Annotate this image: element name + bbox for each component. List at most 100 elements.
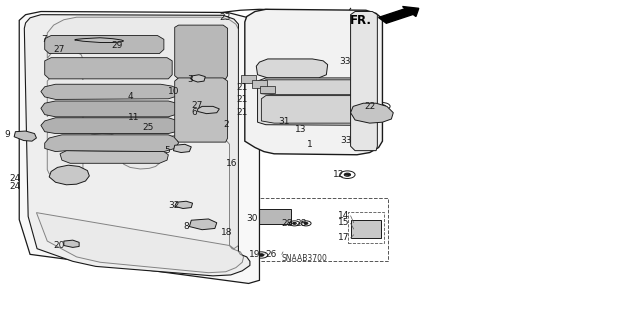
- Polygon shape: [175, 78, 228, 142]
- Polygon shape: [45, 135, 179, 152]
- Polygon shape: [36, 17, 244, 273]
- Text: 32: 32: [168, 201, 180, 210]
- Text: 23: 23: [220, 13, 230, 22]
- Bar: [67, 192, 112, 200]
- Polygon shape: [198, 106, 220, 114]
- Bar: [230, 198, 388, 261]
- Polygon shape: [256, 59, 328, 78]
- Text: 21: 21: [236, 108, 247, 116]
- Circle shape: [304, 222, 308, 224]
- Bar: [67, 178, 120, 189]
- Text: SNAAB3700: SNAAB3700: [282, 254, 328, 263]
- Circle shape: [259, 254, 264, 256]
- Polygon shape: [241, 75, 256, 83]
- Text: 27: 27: [191, 100, 203, 110]
- Polygon shape: [245, 9, 383, 155]
- Text: 27: 27: [54, 45, 65, 54]
- Circle shape: [81, 48, 86, 51]
- Polygon shape: [252, 80, 267, 88]
- Polygon shape: [260, 86, 275, 93]
- Text: 30: 30: [246, 214, 258, 223]
- Text: 5: 5: [164, 146, 170, 155]
- Circle shape: [23, 186, 28, 189]
- Text: 13: 13: [294, 125, 306, 134]
- Text: 4: 4: [127, 93, 133, 101]
- Text: 1: 1: [307, 140, 313, 149]
- Circle shape: [264, 90, 271, 93]
- Bar: [153, 191, 195, 200]
- Circle shape: [120, 54, 127, 58]
- Bar: [70, 208, 120, 217]
- Text: 28: 28: [296, 219, 307, 228]
- Text: 8: 8: [183, 222, 189, 231]
- Polygon shape: [19, 11, 259, 284]
- Polygon shape: [24, 15, 250, 276]
- Polygon shape: [64, 240, 79, 248]
- Polygon shape: [49, 165, 90, 185]
- Text: 18: 18: [221, 228, 233, 237]
- Text: 24: 24: [9, 174, 20, 183]
- Polygon shape: [351, 11, 378, 151]
- Polygon shape: [189, 219, 217, 230]
- Circle shape: [23, 178, 28, 180]
- Circle shape: [245, 79, 252, 83]
- Polygon shape: [41, 84, 179, 100]
- Text: 6: 6: [191, 108, 197, 117]
- Text: 17: 17: [338, 234, 349, 242]
- Polygon shape: [261, 96, 371, 123]
- Text: 19: 19: [248, 250, 260, 259]
- Text: 16: 16: [226, 159, 237, 168]
- Text: 26: 26: [266, 250, 277, 259]
- Circle shape: [344, 173, 351, 176]
- Text: 33: 33: [339, 57, 351, 66]
- Polygon shape: [257, 78, 374, 125]
- Polygon shape: [41, 118, 181, 134]
- Text: 10: 10: [168, 87, 180, 96]
- FancyArrow shape: [378, 6, 419, 23]
- Text: 28: 28: [282, 219, 293, 228]
- Text: 20: 20: [54, 241, 65, 250]
- Text: 21: 21: [236, 83, 247, 92]
- Polygon shape: [75, 38, 124, 42]
- Text: 7: 7: [41, 35, 47, 44]
- Polygon shape: [261, 80, 371, 95]
- Bar: [129, 204, 185, 213]
- Polygon shape: [14, 131, 36, 141]
- Bar: [237, 152, 255, 163]
- Polygon shape: [175, 201, 193, 209]
- Text: 24: 24: [9, 182, 20, 191]
- Polygon shape: [173, 144, 191, 152]
- Polygon shape: [45, 58, 172, 79]
- Text: 22: 22: [365, 102, 376, 111]
- Circle shape: [292, 222, 296, 224]
- Text: 33: 33: [340, 136, 352, 145]
- Bar: [256, 209, 291, 224]
- Bar: [348, 212, 384, 243]
- Text: 2: 2: [223, 120, 228, 129]
- Polygon shape: [41, 101, 181, 117]
- Circle shape: [347, 140, 351, 142]
- Polygon shape: [191, 75, 205, 82]
- Circle shape: [235, 116, 240, 119]
- Polygon shape: [45, 35, 164, 54]
- Text: 9: 9: [4, 130, 10, 139]
- Circle shape: [347, 61, 351, 63]
- Bar: [351, 219, 381, 238]
- Bar: [104, 184, 144, 192]
- Text: 11: 11: [127, 113, 139, 122]
- Circle shape: [147, 126, 152, 129]
- Polygon shape: [175, 25, 228, 79]
- Text: 3: 3: [188, 75, 193, 84]
- Polygon shape: [60, 151, 168, 163]
- Text: 31: 31: [278, 117, 290, 126]
- Text: 14: 14: [338, 211, 349, 220]
- Circle shape: [380, 105, 386, 108]
- Text: FR.: FR.: [350, 14, 372, 27]
- Text: 25: 25: [143, 123, 154, 132]
- Polygon shape: [351, 103, 394, 123]
- Circle shape: [255, 84, 263, 88]
- Bar: [153, 178, 195, 187]
- Bar: [67, 165, 120, 174]
- Text: 12: 12: [333, 170, 344, 179]
- Text: 21: 21: [236, 95, 247, 104]
